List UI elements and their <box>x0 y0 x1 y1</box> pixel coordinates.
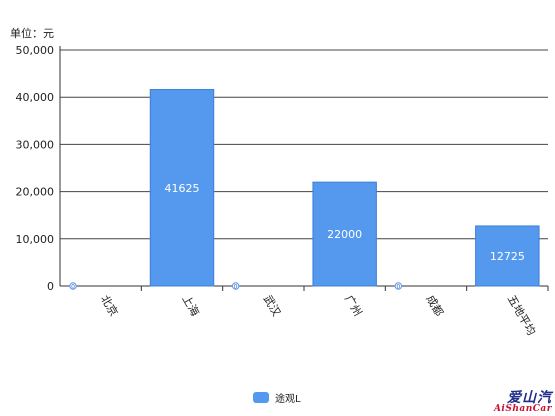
x-tick-label: 武汉 <box>261 293 283 319</box>
legend-label: 途观L <box>275 394 301 405</box>
bar-value-label: 22000 <box>327 228 362 241</box>
unit-label: 单位：元 <box>10 27 54 40</box>
zero-marker <box>69 282 77 290</box>
x-tick-label: 广州 <box>342 293 364 319</box>
zero-marker <box>231 282 240 290</box>
zero-marker <box>394 282 403 290</box>
y-tick-label: 20,000 <box>16 186 55 199</box>
bar-value-label: 12725 <box>490 250 525 263</box>
y-tick-label: 10,000 <box>16 233 55 246</box>
bar-value-label: 0 <box>396 284 400 291</box>
legend-swatch <box>253 392 269 403</box>
bar <box>475 225 540 287</box>
x-tick-label: 北京 <box>98 293 121 319</box>
bar <box>149 89 215 287</box>
y-tick-label: 50,000 <box>16 44 55 57</box>
y-tick-label: 30,000 <box>16 138 55 151</box>
y-tick-label: 0 <box>47 280 54 293</box>
watermark-line1: 爱山汽 <box>507 390 552 406</box>
watermark-line2: AiShanCar <box>493 404 552 414</box>
bar-value-label: 0 <box>234 284 238 291</box>
bar-value-label: 41625 <box>165 182 200 195</box>
watermark-logo: 爱山汽 AiShanCar <box>494 391 552 414</box>
bar <box>312 181 377 287</box>
bar-value-label: 0 <box>71 284 75 291</box>
x-tick-label: 成都 <box>423 293 445 319</box>
x-tick-label: 五地平均 <box>505 293 538 338</box>
x-tick-label: 上海 <box>179 293 202 319</box>
y-tick-label: 40,000 <box>16 91 55 104</box>
legend[interactable]: 途观L <box>253 390 301 405</box>
